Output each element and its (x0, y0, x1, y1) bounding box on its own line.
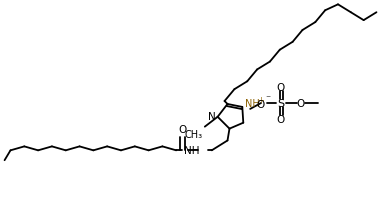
Text: CH₃: CH₃ (185, 129, 203, 139)
Text: O: O (296, 99, 305, 109)
Text: O: O (256, 100, 264, 109)
Text: O: O (276, 114, 285, 124)
Text: N: N (208, 111, 216, 121)
Text: O: O (178, 124, 186, 134)
Text: ⁻: ⁻ (265, 94, 270, 104)
Text: S: S (277, 99, 284, 109)
Text: +: + (257, 95, 264, 104)
Text: NH: NH (245, 99, 260, 109)
Text: NH: NH (184, 146, 200, 156)
Text: O: O (276, 83, 285, 93)
